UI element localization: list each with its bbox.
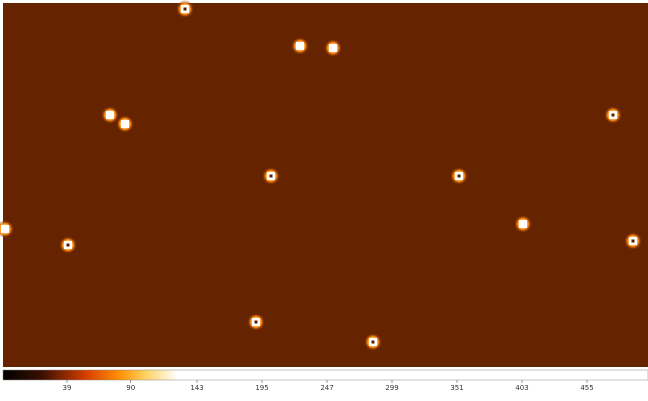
- tick-label: 299: [385, 384, 398, 392]
- star-center: [372, 341, 375, 344]
- star-center: [632, 240, 635, 243]
- tick-label: 247: [320, 384, 333, 392]
- colorbar: [3, 370, 648, 380]
- star-core: [121, 120, 129, 128]
- star-center: [612, 114, 615, 117]
- star-center: [67, 244, 70, 247]
- star-center: [255, 321, 258, 324]
- star-center: [458, 175, 461, 178]
- star-core: [519, 220, 527, 228]
- image-frame: [3, 3, 648, 367]
- tick-label: 143: [190, 384, 203, 392]
- tick-label: 39: [63, 384, 72, 392]
- star-core: [329, 44, 337, 52]
- star-core: [296, 42, 304, 50]
- tick-label: 90: [126, 384, 135, 392]
- star-core: [106, 111, 114, 119]
- star-center: [184, 8, 187, 11]
- tick-label: 403: [515, 384, 528, 392]
- star-center: [270, 175, 273, 178]
- image-viewer: 39 90 143 195 247 299 351 403 455: [0, 0, 648, 397]
- tick-label: 351: [450, 384, 463, 392]
- tick-label: 455: [580, 384, 593, 392]
- tick-label: 195: [255, 384, 268, 392]
- star-core: [1, 225, 9, 233]
